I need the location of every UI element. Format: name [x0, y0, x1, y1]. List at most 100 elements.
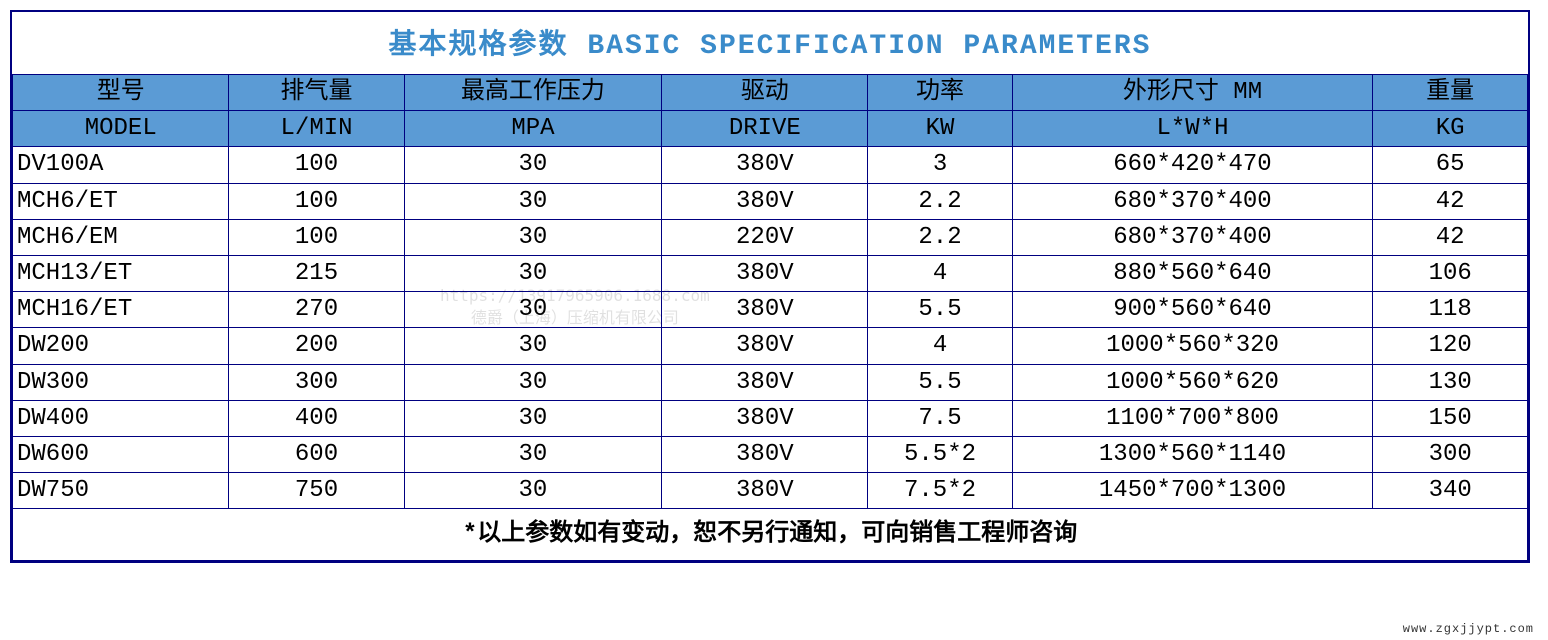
cell-model: MCH6/EM	[13, 219, 229, 255]
table-title: 基本规格参数 BASIC SPECIFICATION PARAMETERS	[12, 12, 1528, 74]
col-kg-cn: 重量	[1373, 75, 1528, 111]
col-kg-en: KG	[1373, 111, 1528, 147]
col-lmin-en: L/MIN	[229, 111, 404, 147]
cell-mpa: 30	[404, 473, 662, 509]
table-row: DW60060030380V5.5*21300*560*1140300	[13, 436, 1528, 472]
cell-mpa: 30	[404, 328, 662, 364]
cell-lmin: 300	[229, 364, 404, 400]
cell-kw: 2.2	[868, 219, 1012, 255]
cell-mpa: 30	[404, 436, 662, 472]
cell-kw: 5.5	[868, 292, 1012, 328]
col-mpa-cn: 最高工作压力	[404, 75, 662, 111]
cell-lwh: 880*560*640	[1012, 255, 1373, 291]
cell-lwh: 1300*560*1140	[1012, 436, 1373, 472]
cell-lmin: 100	[229, 183, 404, 219]
col-lmin-cn: 排气量	[229, 75, 404, 111]
cell-lmin: 215	[229, 255, 404, 291]
cell-kw: 5.5*2	[868, 436, 1012, 472]
table-row: MCH16/ET27030380V5.5900*560*640118	[13, 292, 1528, 328]
cell-drive: 380V	[662, 436, 868, 472]
cell-drive: 380V	[662, 328, 868, 364]
cell-mpa: 30	[404, 183, 662, 219]
cell-kg: 300	[1373, 436, 1528, 472]
table-row: DW40040030380V7.51100*700*800150	[13, 400, 1528, 436]
cell-model: MCH16/ET	[13, 292, 229, 328]
cell-lmin: 100	[229, 147, 404, 183]
cell-lwh: 900*560*640	[1012, 292, 1373, 328]
cell-lwh: 1000*560*320	[1012, 328, 1373, 364]
cell-lmin: 750	[229, 473, 404, 509]
cell-drive: 380V	[662, 292, 868, 328]
cell-kw: 4	[868, 328, 1012, 364]
cell-kw: 5.5	[868, 364, 1012, 400]
source-link: www.zgxjjypt.com	[1403, 622, 1534, 636]
cell-mpa: 30	[404, 219, 662, 255]
header-row-en: MODEL L/MIN MPA DRIVE KW L*W*H KG	[13, 111, 1528, 147]
cell-model: DV100A	[13, 147, 229, 183]
table-row: MCH6/EM10030220V2.2680*370*40042	[13, 219, 1528, 255]
col-kw-cn: 功率	[868, 75, 1012, 111]
cell-kw: 7.5	[868, 400, 1012, 436]
col-drive-en: DRIVE	[662, 111, 868, 147]
cell-lwh: 680*370*400	[1012, 219, 1373, 255]
cell-kw: 4	[868, 255, 1012, 291]
spec-table: 型号 排气量 最高工作压力 驱动 功率 外形尺寸 MM 重量 MODEL L/M…	[12, 74, 1528, 561]
cell-model: DW400	[13, 400, 229, 436]
cell-lwh: 1450*700*1300	[1012, 473, 1373, 509]
col-mpa-en: MPA	[404, 111, 662, 147]
cell-model: DW600	[13, 436, 229, 472]
cell-mpa: 30	[404, 147, 662, 183]
cell-drive: 380V	[662, 400, 868, 436]
cell-drive: 380V	[662, 255, 868, 291]
table-row: DV100A10030380V3660*420*47065	[13, 147, 1528, 183]
cell-drive: 380V	[662, 183, 868, 219]
col-lwh-en: L*W*H	[1012, 111, 1373, 147]
cell-kg: 42	[1373, 183, 1528, 219]
footnote-row: *以上参数如有变动，恕不另行通知，可向销售工程师咨询	[13, 509, 1528, 561]
cell-kg: 42	[1373, 219, 1528, 255]
cell-lmin: 100	[229, 219, 404, 255]
cell-model: DW300	[13, 364, 229, 400]
cell-mpa: 30	[404, 400, 662, 436]
table-row: DW20020030380V41000*560*320120	[13, 328, 1528, 364]
cell-drive: 380V	[662, 147, 868, 183]
cell-model: MCH6/ET	[13, 183, 229, 219]
table-row: DW75075030380V7.5*21450*700*1300340	[13, 473, 1528, 509]
cell-kg: 130	[1373, 364, 1528, 400]
table-row: DW30030030380V5.51000*560*620130	[13, 364, 1528, 400]
header-row-cn: 型号 排气量 最高工作压力 驱动 功率 外形尺寸 MM 重量	[13, 75, 1528, 111]
cell-kg: 340	[1373, 473, 1528, 509]
cell-lmin: 600	[229, 436, 404, 472]
cell-lmin: 400	[229, 400, 404, 436]
cell-lwh: 1100*700*800	[1012, 400, 1373, 436]
col-drive-cn: 驱动	[662, 75, 868, 111]
cell-kg: 150	[1373, 400, 1528, 436]
cell-mpa: 30	[404, 255, 662, 291]
col-model-cn: 型号	[13, 75, 229, 111]
cell-lwh: 660*420*470	[1012, 147, 1373, 183]
cell-lwh: 1000*560*620	[1012, 364, 1373, 400]
cell-lmin: 200	[229, 328, 404, 364]
cell-kw: 7.5*2	[868, 473, 1012, 509]
spec-table-container: 基本规格参数 BASIC SPECIFICATION PARAMETERS 型号…	[10, 10, 1530, 563]
col-kw-en: KW	[868, 111, 1012, 147]
col-lwh-cn: 外形尺寸 MM	[1012, 75, 1373, 111]
cell-model: DW750	[13, 473, 229, 509]
table-row: MCH6/ET10030380V2.2680*370*40042	[13, 183, 1528, 219]
footnote-text: *以上参数如有变动，恕不另行通知，可向销售工程师咨询	[13, 509, 1528, 561]
table-row: MCH13/ET21530380V4880*560*640106	[13, 255, 1528, 291]
cell-kg: 120	[1373, 328, 1528, 364]
cell-kw: 3	[868, 147, 1012, 183]
cell-drive: 380V	[662, 364, 868, 400]
cell-lwh: 680*370*400	[1012, 183, 1373, 219]
cell-kg: 106	[1373, 255, 1528, 291]
cell-kw: 2.2	[868, 183, 1012, 219]
cell-model: DW200	[13, 328, 229, 364]
cell-lmin: 270	[229, 292, 404, 328]
col-model-en: MODEL	[13, 111, 229, 147]
cell-mpa: 30	[404, 364, 662, 400]
cell-drive: 380V	[662, 473, 868, 509]
cell-model: MCH13/ET	[13, 255, 229, 291]
cell-mpa: 30	[404, 292, 662, 328]
cell-kg: 65	[1373, 147, 1528, 183]
